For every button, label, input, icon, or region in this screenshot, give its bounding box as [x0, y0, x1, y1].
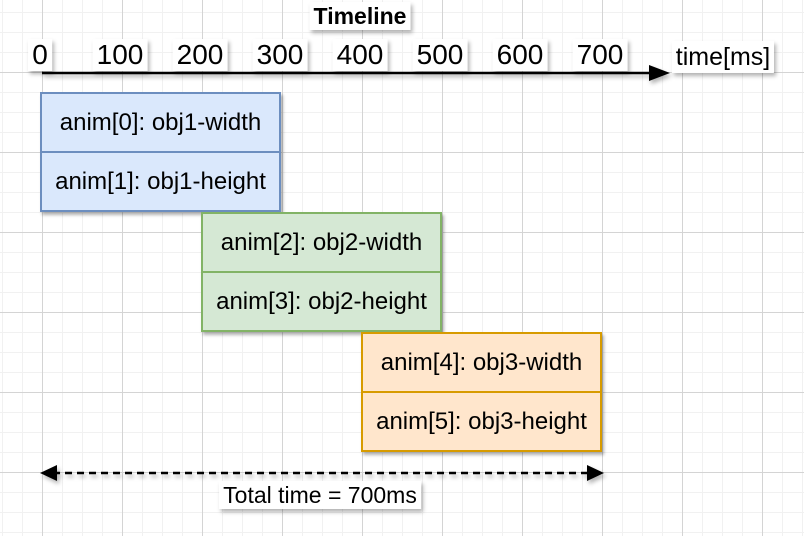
anim-group-obj1: anim[0]: obj1-width anim[1]: obj1-height [40, 92, 281, 212]
timeline-axis-arrow [42, 65, 670, 81]
anim-bar-2: anim[2]: obj2-width [203, 214, 440, 273]
total-time-label: Total time = 700ms [219, 481, 421, 509]
axis-tick-500: 500 [412, 39, 468, 71]
axis-tick-700: 700 [572, 39, 628, 71]
anim-group-obj3: anim[4]: obj3-width anim[5]: obj3-height [361, 332, 602, 452]
anim-bar-0: anim[0]: obj1-width [42, 94, 279, 153]
anim-bar-3: anim[3]: obj2-height [216, 287, 427, 315]
axis-tick-100: 100 [92, 39, 148, 71]
axis-tick-400: 400 [332, 39, 388, 71]
axis-unit-label: time[ms] [671, 41, 775, 73]
anim-bar-1: anim[1]: obj1-height [55, 167, 266, 195]
axis-tick-0: 0 [28, 39, 52, 71]
axis-tick-300: 300 [252, 39, 308, 71]
anim-bar-5: anim[5]: obj3-height [376, 407, 587, 435]
axis-tick-600: 600 [492, 39, 548, 71]
anim-group-obj2: anim[2]: obj2-width anim[3]: obj2-height [201, 212, 442, 332]
anim-bar-4: anim[4]: obj3-width [363, 334, 600, 393]
axis-tick-200: 200 [172, 39, 228, 71]
diagram-title: Timeline [309, 2, 411, 30]
